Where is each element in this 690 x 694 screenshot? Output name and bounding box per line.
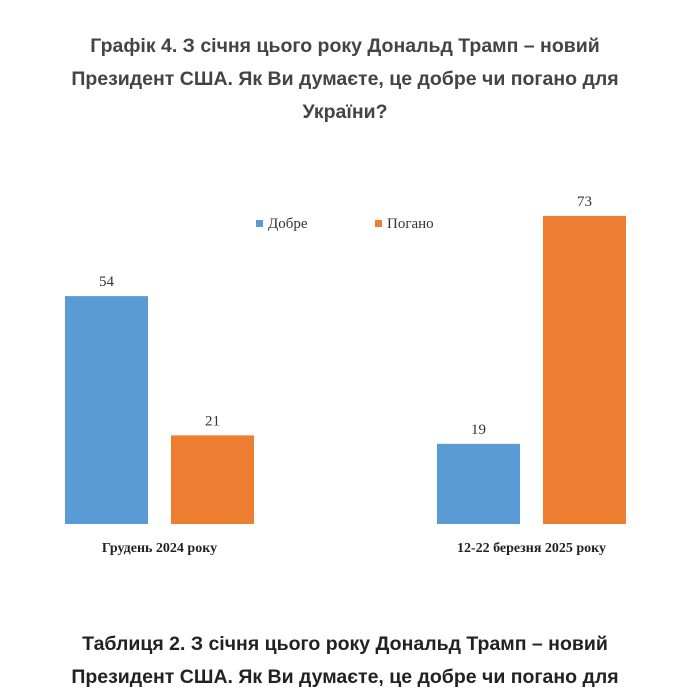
chart-title-line-2: Президент США. Як Ви думаєте, це добре ч…	[71, 68, 619, 90]
legend-label-good: Добре	[268, 216, 308, 232]
legend-swatch-good	[256, 220, 263, 227]
legend-label-bad: Погано	[387, 216, 434, 232]
next-table-title-line-2: Президент США. Як Ви думаєте, це добре ч…	[71, 666, 619, 688]
chart-title-line-3: України?	[302, 101, 388, 123]
chart-title-line-1: Графік 4. З січня цього року Дональд Тра…	[90, 35, 600, 57]
bar-bad-2	[543, 215, 626, 524]
data-label-good-2: 19	[471, 422, 486, 438]
legend-swatch-bad	[375, 220, 382, 227]
bar-chart: 54 21 Грудень 2024 року 19 73 12-22 березня 2…	[65, 194, 626, 556]
data-label-good-1: 54	[99, 274, 115, 290]
next-table-title-line-1: Таблиця 2. З січня цього року Дональд Тр…	[82, 633, 608, 655]
data-label-bad-1: 21	[205, 413, 220, 429]
bar-good-1	[65, 296, 148, 524]
category-label-2: 12-22 березня 2025 року	[457, 541, 606, 556]
bar-bad-1	[171, 435, 254, 524]
data-label-bad-2: 73	[577, 194, 592, 210]
bar-good-2	[437, 443, 520, 524]
chart-title: Графік 4. З січня цього року Дональд Тра…	[0, 30, 690, 129]
next-table-title: Таблиця 2. З січня цього року Дональд Тр…	[0, 628, 690, 694]
category-label-1: Грудень 2024 року	[102, 541, 217, 556]
